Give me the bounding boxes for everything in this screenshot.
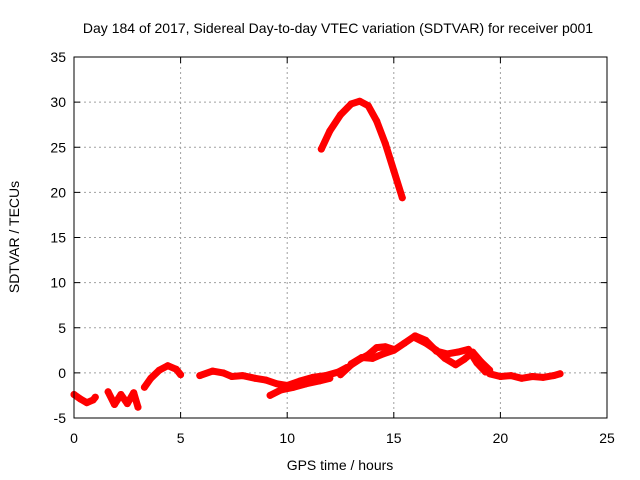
data-point (381, 343, 389, 351)
data-point (83, 399, 91, 407)
data-point (228, 373, 236, 380)
data-point (140, 383, 148, 391)
data-point (452, 361, 460, 369)
y-tick-label: 0 (58, 365, 66, 381)
data-point (164, 362, 172, 370)
y-tick-label: 20 (50, 184, 66, 200)
x-tick-label: 5 (177, 430, 185, 446)
data-point (337, 371, 344, 379)
data-point (454, 348, 462, 356)
x-tick-label: 10 (279, 430, 295, 446)
y-tick-label: 15 (50, 230, 66, 246)
data-point (390, 167, 398, 175)
data-point (507, 372, 515, 380)
data-point (441, 354, 449, 362)
data-point (196, 372, 204, 380)
data-point (277, 386, 285, 394)
series-layer (70, 97, 564, 411)
data-point (104, 388, 112, 396)
data-point (432, 346, 440, 354)
data-point (364, 351, 372, 359)
data-point (326, 127, 334, 135)
x-tick-label: 20 (493, 430, 509, 446)
data-point (347, 100, 355, 108)
data-point (337, 111, 344, 119)
data-point (273, 380, 280, 388)
data-point (356, 97, 364, 105)
data-point (209, 367, 217, 375)
data-point (550, 372, 558, 380)
data-point (381, 140, 389, 148)
x-tick-label: 0 (70, 430, 78, 446)
data-point (373, 344, 381, 352)
y-tick-label: 5 (58, 320, 66, 336)
data-point (290, 383, 298, 391)
data-point (134, 403, 142, 411)
y-tick-label: -5 (54, 410, 67, 426)
data-point (117, 391, 125, 398)
data-point (130, 389, 138, 397)
data-point (315, 377, 323, 385)
data-point (539, 373, 547, 381)
data-point (317, 145, 325, 153)
data-point (347, 361, 355, 369)
data-point (177, 371, 185, 379)
y-axis-label: SDTVAR / TECUs (6, 181, 22, 293)
data-point (111, 401, 118, 408)
data-point (401, 339, 408, 347)
data-series-arc-high (317, 97, 406, 202)
x-tick-label: 15 (386, 430, 402, 446)
data-point (302, 380, 310, 388)
data-point (326, 374, 334, 382)
data-point (477, 358, 485, 366)
data-point (398, 194, 406, 202)
data-point (556, 370, 564, 378)
y-tick-label: 25 (50, 139, 66, 155)
x-axis-label: GPS time / hours (287, 457, 394, 473)
data-point (155, 366, 163, 374)
y-tick-label: 30 (50, 94, 66, 110)
data-point (411, 334, 419, 342)
data-point (373, 117, 381, 125)
data-point (76, 395, 84, 403)
data-point (266, 391, 274, 399)
x-tick-label: 25 (599, 430, 615, 446)
y-tick-label: 10 (50, 275, 66, 291)
y-tick-label: 35 (50, 49, 66, 65)
data-point (486, 366, 494, 374)
data-point (379, 350, 387, 358)
data-point (496, 373, 504, 380)
data-point (147, 374, 155, 382)
data-point (518, 374, 526, 382)
data-point (219, 369, 227, 377)
data-point (123, 400, 131, 408)
data-point (422, 339, 430, 347)
data-point (460, 355, 468, 363)
data-point (172, 365, 180, 373)
data-point (238, 372, 246, 380)
data-point (469, 348, 477, 356)
data-point (262, 376, 270, 384)
data-point (251, 374, 259, 382)
data-point (91, 393, 99, 401)
data-point (390, 345, 398, 353)
data-point (528, 373, 536, 380)
chart-title: Day 184 of 2017, Sidereal Day-to-day VTE… (83, 20, 593, 36)
data-point (364, 102, 372, 110)
data-point (356, 355, 364, 363)
